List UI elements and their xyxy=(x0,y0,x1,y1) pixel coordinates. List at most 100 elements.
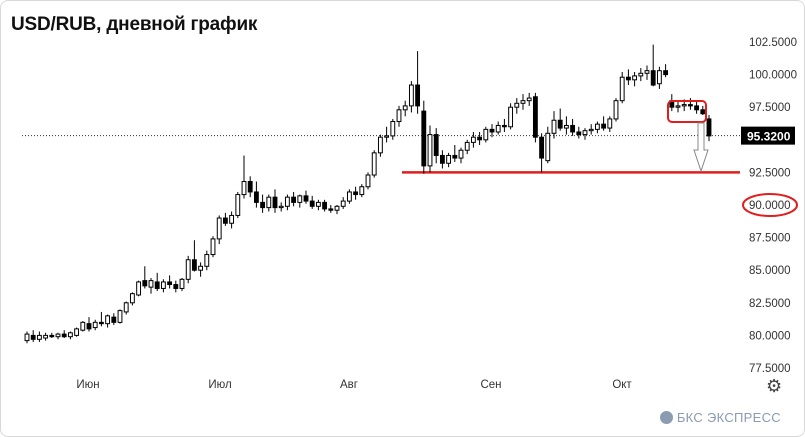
candle-body xyxy=(632,75,638,81)
candle xyxy=(563,116,569,135)
candle xyxy=(390,118,396,140)
x-tick-label: Авг xyxy=(340,379,358,391)
candle xyxy=(514,98,520,114)
candle-body xyxy=(576,131,582,136)
candle xyxy=(179,278,185,292)
x-axis: Июн Июл Авг Сен Окт xyxy=(76,379,632,391)
candle-body xyxy=(198,265,204,271)
y-tick-label: 90.0000 xyxy=(749,200,791,212)
x-tick-label: Окт xyxy=(612,379,632,391)
candle-body xyxy=(570,124,576,133)
candle xyxy=(675,100,681,113)
candle xyxy=(253,181,259,208)
x-tick-label: Июн xyxy=(76,379,99,391)
candle-body xyxy=(439,154,445,164)
candle xyxy=(36,331,42,342)
candle-body xyxy=(278,205,284,209)
candle xyxy=(291,191,297,207)
candle xyxy=(111,313,117,325)
candle-body xyxy=(545,132,551,162)
candle-body xyxy=(421,110,427,167)
candle-body xyxy=(700,109,706,115)
x-tick-label: Июл xyxy=(208,379,231,391)
candle xyxy=(594,121,600,134)
candle-body xyxy=(408,84,414,107)
candle-body xyxy=(136,281,142,296)
candle xyxy=(526,92,532,106)
candle xyxy=(446,152,452,168)
candle-body xyxy=(452,154,458,159)
candle xyxy=(532,92,538,143)
candle-body xyxy=(297,195,303,203)
candle xyxy=(229,211,235,229)
candle-body xyxy=(353,191,359,196)
candle-body xyxy=(98,321,104,325)
candle xyxy=(49,332,55,339)
bks-logo-icon xyxy=(659,411,673,424)
candle xyxy=(353,186,359,200)
candle xyxy=(706,115,712,142)
candle-body xyxy=(650,70,656,86)
candle xyxy=(557,108,563,131)
candle xyxy=(247,176,253,198)
candle xyxy=(105,314,111,328)
candle-body xyxy=(638,72,644,77)
y-tick-label: 87.5000 xyxy=(749,233,791,245)
candle-body xyxy=(111,316,117,323)
candle-body xyxy=(346,191,352,202)
y-tick-label: 100.0000 xyxy=(749,70,797,82)
y-tick-label: 92.5000 xyxy=(749,167,791,179)
candle-body xyxy=(489,128,495,133)
candle-body xyxy=(415,84,421,107)
candle xyxy=(129,292,135,306)
candle-body xyxy=(390,121,396,137)
candle xyxy=(365,172,371,190)
candle xyxy=(663,64,669,78)
candle-body xyxy=(557,119,563,129)
candle-body xyxy=(340,200,346,207)
candle-body xyxy=(154,281,160,289)
candle xyxy=(136,280,142,297)
candle-body xyxy=(694,105,700,111)
candle-body xyxy=(185,259,191,280)
candle xyxy=(613,98,619,122)
candle xyxy=(415,51,421,114)
candle-body xyxy=(272,196,278,209)
candle-body xyxy=(222,217,228,224)
candle xyxy=(427,125,433,173)
y-tick-label: 97.5000 xyxy=(749,102,791,114)
candle-body xyxy=(458,149,464,159)
highlight-box xyxy=(667,100,707,123)
candle-body xyxy=(663,70,669,76)
candle xyxy=(272,189,278,213)
candle xyxy=(278,202,284,212)
candle-body xyxy=(86,323,92,330)
candle-body xyxy=(142,280,148,287)
candle xyxy=(297,194,303,208)
candle xyxy=(266,194,272,212)
candle-body xyxy=(160,281,166,289)
candle xyxy=(235,191,241,219)
candle xyxy=(501,118,507,132)
candle xyxy=(24,331,30,344)
candle xyxy=(508,103,514,130)
candle-body xyxy=(216,217,222,240)
candle xyxy=(408,81,414,113)
candle-body xyxy=(477,136,483,141)
candle xyxy=(346,189,352,204)
candle xyxy=(576,126,582,139)
gear-icon[interactable]: ⚙ xyxy=(766,376,783,397)
candle xyxy=(644,65,650,80)
candle xyxy=(61,330,67,339)
candle-body xyxy=(322,201,328,210)
candle xyxy=(142,266,148,289)
candle-body xyxy=(359,186,365,196)
candle-body xyxy=(495,124,501,133)
candle xyxy=(80,321,86,332)
candle xyxy=(92,319,98,331)
candle xyxy=(433,128,439,164)
candle-body xyxy=(607,118,613,129)
candle-body xyxy=(526,97,532,102)
candle xyxy=(67,331,73,340)
